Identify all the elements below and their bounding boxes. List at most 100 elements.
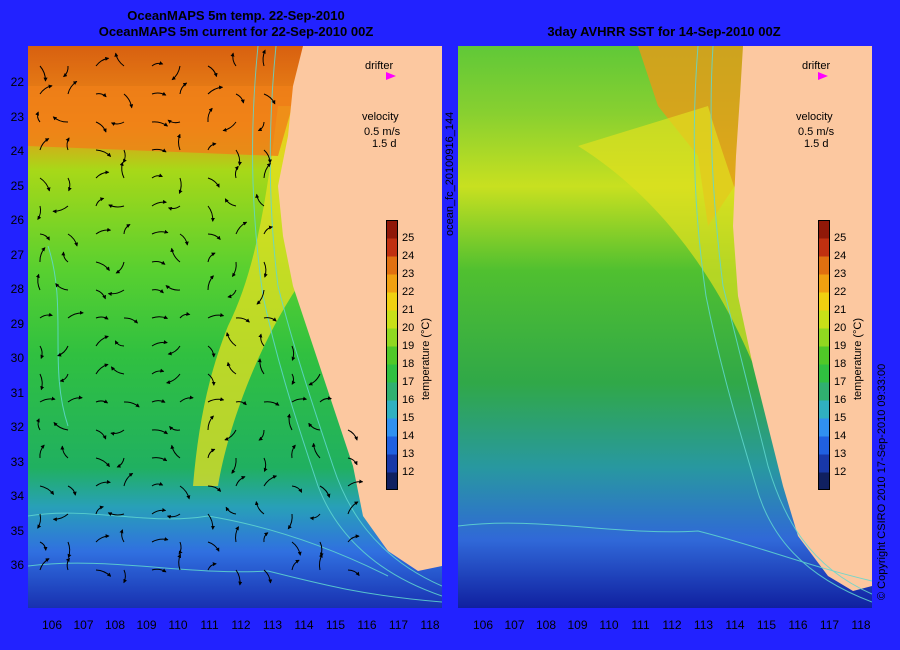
current-vector: [291, 373, 296, 385]
velocity-label-right: velocity: [796, 111, 833, 123]
longitude-label: 118: [420, 618, 440, 632]
current-vector: [207, 513, 215, 530]
current-vector: [151, 429, 168, 435]
longitude-label: 117: [388, 618, 409, 632]
current-vector: [263, 401, 280, 406]
current-vector: [263, 261, 268, 278]
colorbar-segment: [386, 220, 398, 239]
colorbar-segment: [818, 274, 830, 293]
current-vector: [151, 173, 163, 179]
longitude-label: 108: [535, 618, 557, 632]
current-vector: [257, 121, 265, 132]
colorbar-segment: [818, 292, 830, 311]
current-vector: [235, 317, 250, 323]
colorbar-segment: [818, 256, 830, 275]
current-vector: [167, 205, 181, 211]
current-vector: [234, 165, 239, 179]
current-vector: [227, 289, 237, 299]
colorbar-segment: [386, 292, 398, 311]
current-vector: [67, 310, 84, 319]
longitude-label: 114: [294, 618, 314, 632]
current-vector: [95, 289, 106, 300]
current-vector: [39, 65, 48, 82]
current-vector: [95, 170, 110, 179]
current-vector: [235, 526, 239, 543]
current-vector: [291, 396, 308, 403]
current-vector: [308, 422, 321, 431]
colorbar-tick-label: 25: [834, 232, 847, 244]
colorbar-tick-label: 18: [402, 358, 415, 370]
current-vector: [207, 373, 216, 386]
current-vector: [207, 345, 216, 358]
current-vector: [37, 513, 42, 529]
current-vector: [119, 161, 125, 179]
latitude-label: 22: [10, 75, 24, 89]
current-vector: [291, 541, 302, 556]
current-vector: [308, 373, 321, 386]
current-vector: [347, 534, 360, 543]
longitude-label: 114: [725, 618, 745, 632]
current-vector: [151, 568, 167, 573]
colorbar-left-title: temperature (°C): [420, 317, 432, 400]
current-vector: [255, 193, 265, 207]
current-vector: [39, 558, 50, 571]
latitude-label: 25: [10, 178, 24, 193]
longitude-label: 113: [693, 618, 714, 632]
current-vector: [95, 56, 110, 67]
current-vector: [207, 541, 220, 552]
current-vector: [347, 479, 364, 487]
current-vector: [151, 289, 164, 294]
current-vector: [123, 317, 139, 324]
colorbar-segment: [818, 400, 830, 419]
current-vector: [207, 142, 217, 151]
latitude-label: 24: [10, 144, 24, 158]
left-panel-title: OceanMAPS 5m temp. 22-Sep-2010 OceanMAPS…: [30, 8, 442, 40]
colorbar-segment: [386, 436, 398, 455]
current-vector: [39, 373, 45, 391]
current-vector: [263, 457, 268, 473]
current-vector: [52, 205, 69, 214]
longitude-label: 108: [104, 618, 126, 632]
current-vector: [207, 205, 215, 222]
current-vector: [263, 162, 271, 179]
colorbar-tick-label: 20: [402, 322, 415, 334]
latitude-label: 23: [10, 109, 24, 124]
current-vector: [167, 345, 181, 356]
current-vector: [95, 315, 109, 320]
current-vector: [179, 395, 194, 403]
longitude-label: 106: [472, 618, 494, 632]
current-vector: [151, 507, 167, 515]
current-vector: [39, 396, 56, 403]
forecast-file-label: ocean_fc_20100916_144: [444, 111, 456, 236]
current-vector: [110, 121, 125, 126]
longitude-label: 111: [631, 618, 650, 632]
current-vector: [291, 559, 300, 571]
current-vector: [95, 479, 111, 487]
current-vector: [39, 485, 55, 495]
current-vector: [95, 121, 107, 133]
colorbar-segment: [818, 238, 830, 257]
colorbar-segment: [818, 310, 830, 329]
current-vector: [207, 485, 222, 492]
colorbar-tick-label: 24: [402, 250, 415, 262]
current-vector: [123, 569, 128, 584]
left-map-panel: [28, 46, 442, 608]
current-vector: [39, 444, 45, 459]
drifter-marker-icon: [818, 72, 828, 80]
colorbar-segment: [818, 364, 830, 383]
current-vector: [319, 396, 332, 403]
current-vector: [151, 481, 164, 487]
current-vector: [151, 537, 169, 543]
current-vector: [52, 116, 69, 123]
current-vector: [115, 261, 125, 274]
current-vector: [65, 557, 70, 571]
current-vector: [67, 233, 79, 247]
colorbar-tick-label: 13: [834, 448, 847, 460]
current-vector: [178, 177, 183, 194]
colorbar-segment: [386, 310, 398, 329]
colorbar-tick-label: 25: [402, 232, 415, 244]
colorbar-tick-label: 23: [402, 268, 415, 280]
colorbar-segment: [386, 256, 398, 275]
current-vector: [179, 233, 189, 246]
current-vector: [39, 177, 51, 192]
